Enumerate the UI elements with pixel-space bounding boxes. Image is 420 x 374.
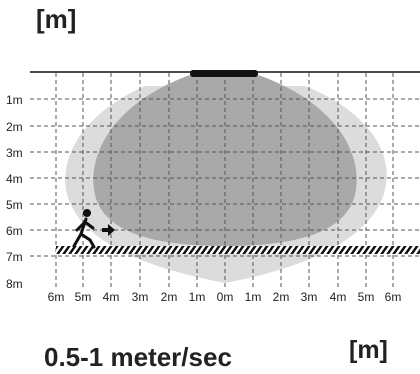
- x-tick-label: 5m: [358, 290, 375, 304]
- y-tick-label: 8m: [6, 277, 23, 291]
- y-tick-label: 6m: [6, 224, 23, 238]
- grid-lines: [30, 73, 420, 290]
- walking-path-stripe: [56, 246, 420, 254]
- arrow-right-icon: [102, 224, 115, 236]
- x-tick-label: 4m: [103, 290, 120, 304]
- y-tick-label: 7m: [6, 250, 23, 264]
- x-tick-label: 0m: [217, 290, 234, 304]
- unit-label-top: [m]: [36, 4, 77, 34]
- x-tick-label: 4m: [330, 290, 347, 304]
- y-tick-label: 4m: [6, 172, 23, 186]
- y-tick-label: 1m: [6, 93, 23, 107]
- sensor-device: [190, 70, 258, 77]
- x-tick-label: 5m: [75, 290, 92, 304]
- y-tick-label: 5m: [6, 198, 23, 212]
- y-tick-label: 2m: [6, 120, 23, 134]
- speed-label: 0.5-1 meter/sec: [44, 342, 232, 372]
- y-tick-label: 3m: [6, 146, 23, 160]
- x-tick-label: 3m: [301, 290, 318, 304]
- x-tick-label: 1m: [189, 290, 206, 304]
- x-tick-label: 6m: [48, 290, 65, 304]
- x-tick-label: 3m: [132, 290, 149, 304]
- x-tick-label: 6m: [385, 290, 402, 304]
- unit-label-bottom: [m]: [349, 336, 388, 364]
- x-tick-label: 2m: [161, 290, 178, 304]
- x-tick-label: 2m: [273, 290, 290, 304]
- x-tick-label: 1m: [245, 290, 262, 304]
- walking-person-icon: [72, 209, 96, 249]
